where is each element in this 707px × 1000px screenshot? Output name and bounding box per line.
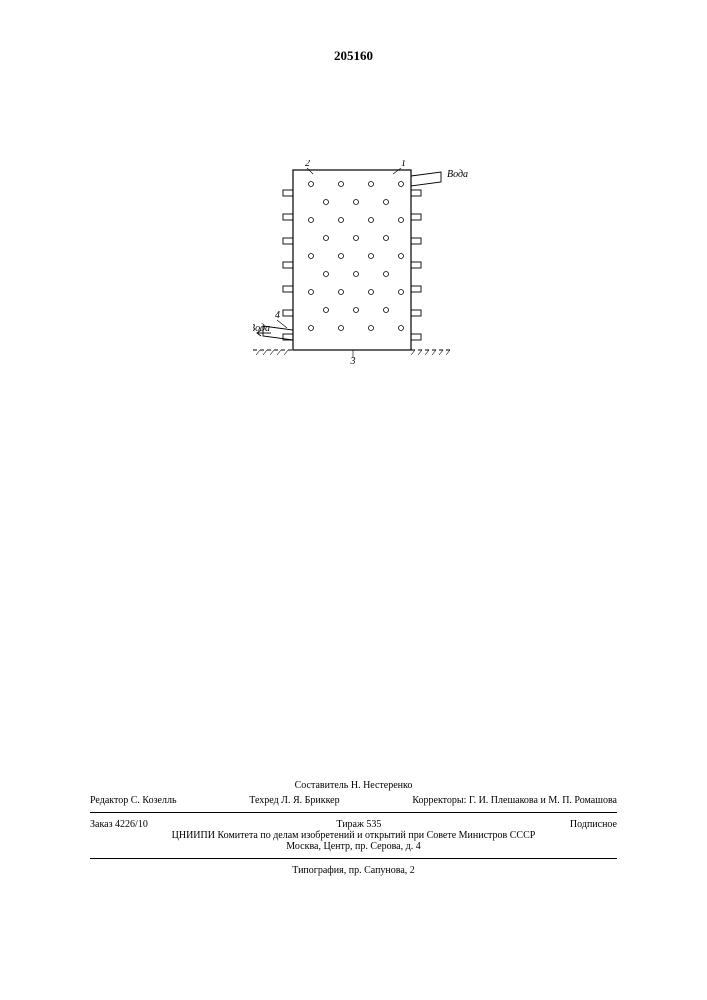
tech-name: Л. Я. Бриккер [281,795,339,806]
corr-names: Г. И. Плешакова и М. П. Ромашова [469,795,617,806]
svg-text:2: 2 [305,160,310,169]
tirage: Тираж 535 [336,819,381,830]
svg-text:Вода: Вода [253,323,270,334]
corr-prefix: Корректоры: [412,795,466,806]
subscription: Подписное [570,819,617,830]
page-number: 205160 [0,48,707,64]
org-line: ЦНИИПИ Комитета по делам изобретений и о… [90,830,617,841]
address-line: Москва, Центр, пр. Серова, д. 4 [90,841,617,852]
svg-text:3: 3 [350,356,356,367]
compiler-line: Составитель Н. Нестеренко [90,780,617,791]
svg-text:1: 1 [401,160,406,169]
credits-row: Редактор С. Козелль Техред Л. Я. Бриккер… [90,795,617,806]
tech-prefix: Техред [249,795,278,806]
editor-cell: Редактор С. Козелль [90,795,177,806]
tech-cell: Техред Л. Я. Бриккер [249,795,339,806]
corr-cell: Корректоры: Г. И. Плешакова и М. П. Рома… [412,795,617,806]
order-number: Заказ 4226/10 [90,819,148,830]
divider-2 [90,858,617,859]
svg-text:4: 4 [275,310,280,321]
typography-line: Типография, пр. Сапунова, 2 [90,865,617,876]
diagram-svg: 1 2 3 4 Вода Вода [253,160,483,370]
editor-prefix: Редактор [90,795,128,806]
svg-text:Вода: Вода [447,169,468,180]
figure: 1 2 3 4 Вода Вода [0,160,707,380]
compiler-prefix: Составитель [295,780,349,791]
compiler-name: Н. Нестеренко [351,780,413,791]
editor-name: С. Козелль [131,795,177,806]
credits-block: Составитель Н. Нестеренко Редактор С. Ко… [90,780,617,876]
imprint-row: Заказ 4226/10 Тираж 535 Подписное [90,819,617,830]
divider [90,812,617,813]
